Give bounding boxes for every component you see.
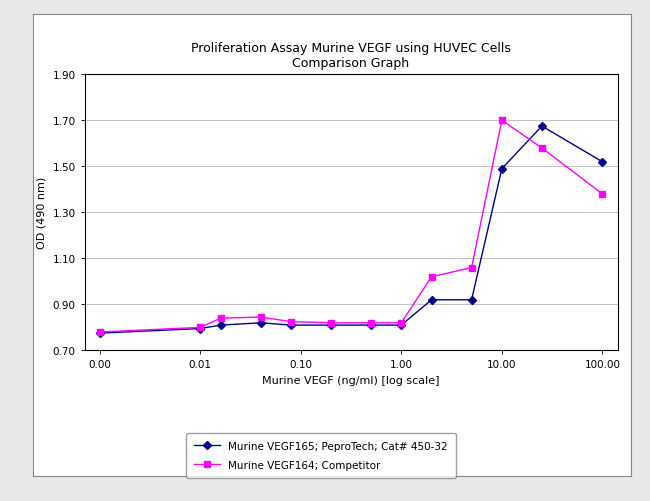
Murine VEGF164; Competitor — [498, 118, 506, 124]
Y-axis label: OD (490 nm): OD (490 nm) — [37, 177, 47, 249]
Murine VEGF164; Competitor — [468, 265, 476, 271]
Murine VEGF165; PeproTech; Cat# 450-32 — [468, 297, 476, 303]
Murine VEGF165; PeproTech; Cat# 450-32 — [367, 323, 375, 329]
Murine VEGF164; Competitor — [96, 329, 103, 335]
Murine VEGF164; Competitor — [257, 315, 265, 321]
Murine VEGF164; Competitor — [538, 146, 546, 152]
Murine VEGF165; PeproTech; Cat# 450-32 — [196, 326, 204, 332]
Murine VEGF164; Competitor — [327, 320, 335, 326]
Murine VEGF164; Competitor — [196, 325, 204, 331]
Legend: Murine VEGF165; PeproTech; Cat# 450-32, Murine VEGF164; Competitor: Murine VEGF165; PeproTech; Cat# 450-32, … — [186, 433, 456, 478]
Title: Proliferation Assay Murine VEGF using HUVEC Cells
Comparison Graph: Proliferation Assay Murine VEGF using HU… — [191, 42, 511, 70]
Murine VEGF165; PeproTech; Cat# 450-32 — [257, 320, 265, 326]
Murine VEGF164; Competitor — [287, 319, 295, 325]
Murine VEGF165; PeproTech; Cat# 450-32 — [96, 331, 103, 337]
Murine VEGF165; PeproTech; Cat# 450-32 — [397, 323, 405, 329]
Murine VEGF164; Competitor — [428, 274, 436, 280]
Murine VEGF164; Competitor — [397, 320, 405, 326]
Line: Murine VEGF164; Competitor: Murine VEGF164; Competitor — [97, 118, 605, 335]
Murine VEGF164; Competitor — [599, 191, 606, 197]
Murine VEGF165; PeproTech; Cat# 450-32 — [428, 297, 436, 303]
Murine VEGF164; Competitor — [216, 316, 224, 322]
Murine VEGF164; Competitor — [367, 320, 375, 326]
Murine VEGF165; PeproTech; Cat# 450-32 — [216, 323, 224, 329]
Murine VEGF165; PeproTech; Cat# 450-32 — [327, 323, 335, 329]
Line: Murine VEGF165; PeproTech; Cat# 450-32: Murine VEGF165; PeproTech; Cat# 450-32 — [97, 124, 605, 336]
X-axis label: Murine VEGF (ng/ml) [log scale]: Murine VEGF (ng/ml) [log scale] — [262, 375, 440, 385]
Murine VEGF165; PeproTech; Cat# 450-32 — [599, 159, 606, 165]
Murine VEGF165; PeproTech; Cat# 450-32 — [287, 323, 295, 329]
Murine VEGF165; PeproTech; Cat# 450-32 — [498, 166, 506, 172]
Murine VEGF165; PeproTech; Cat# 450-32 — [538, 124, 546, 130]
